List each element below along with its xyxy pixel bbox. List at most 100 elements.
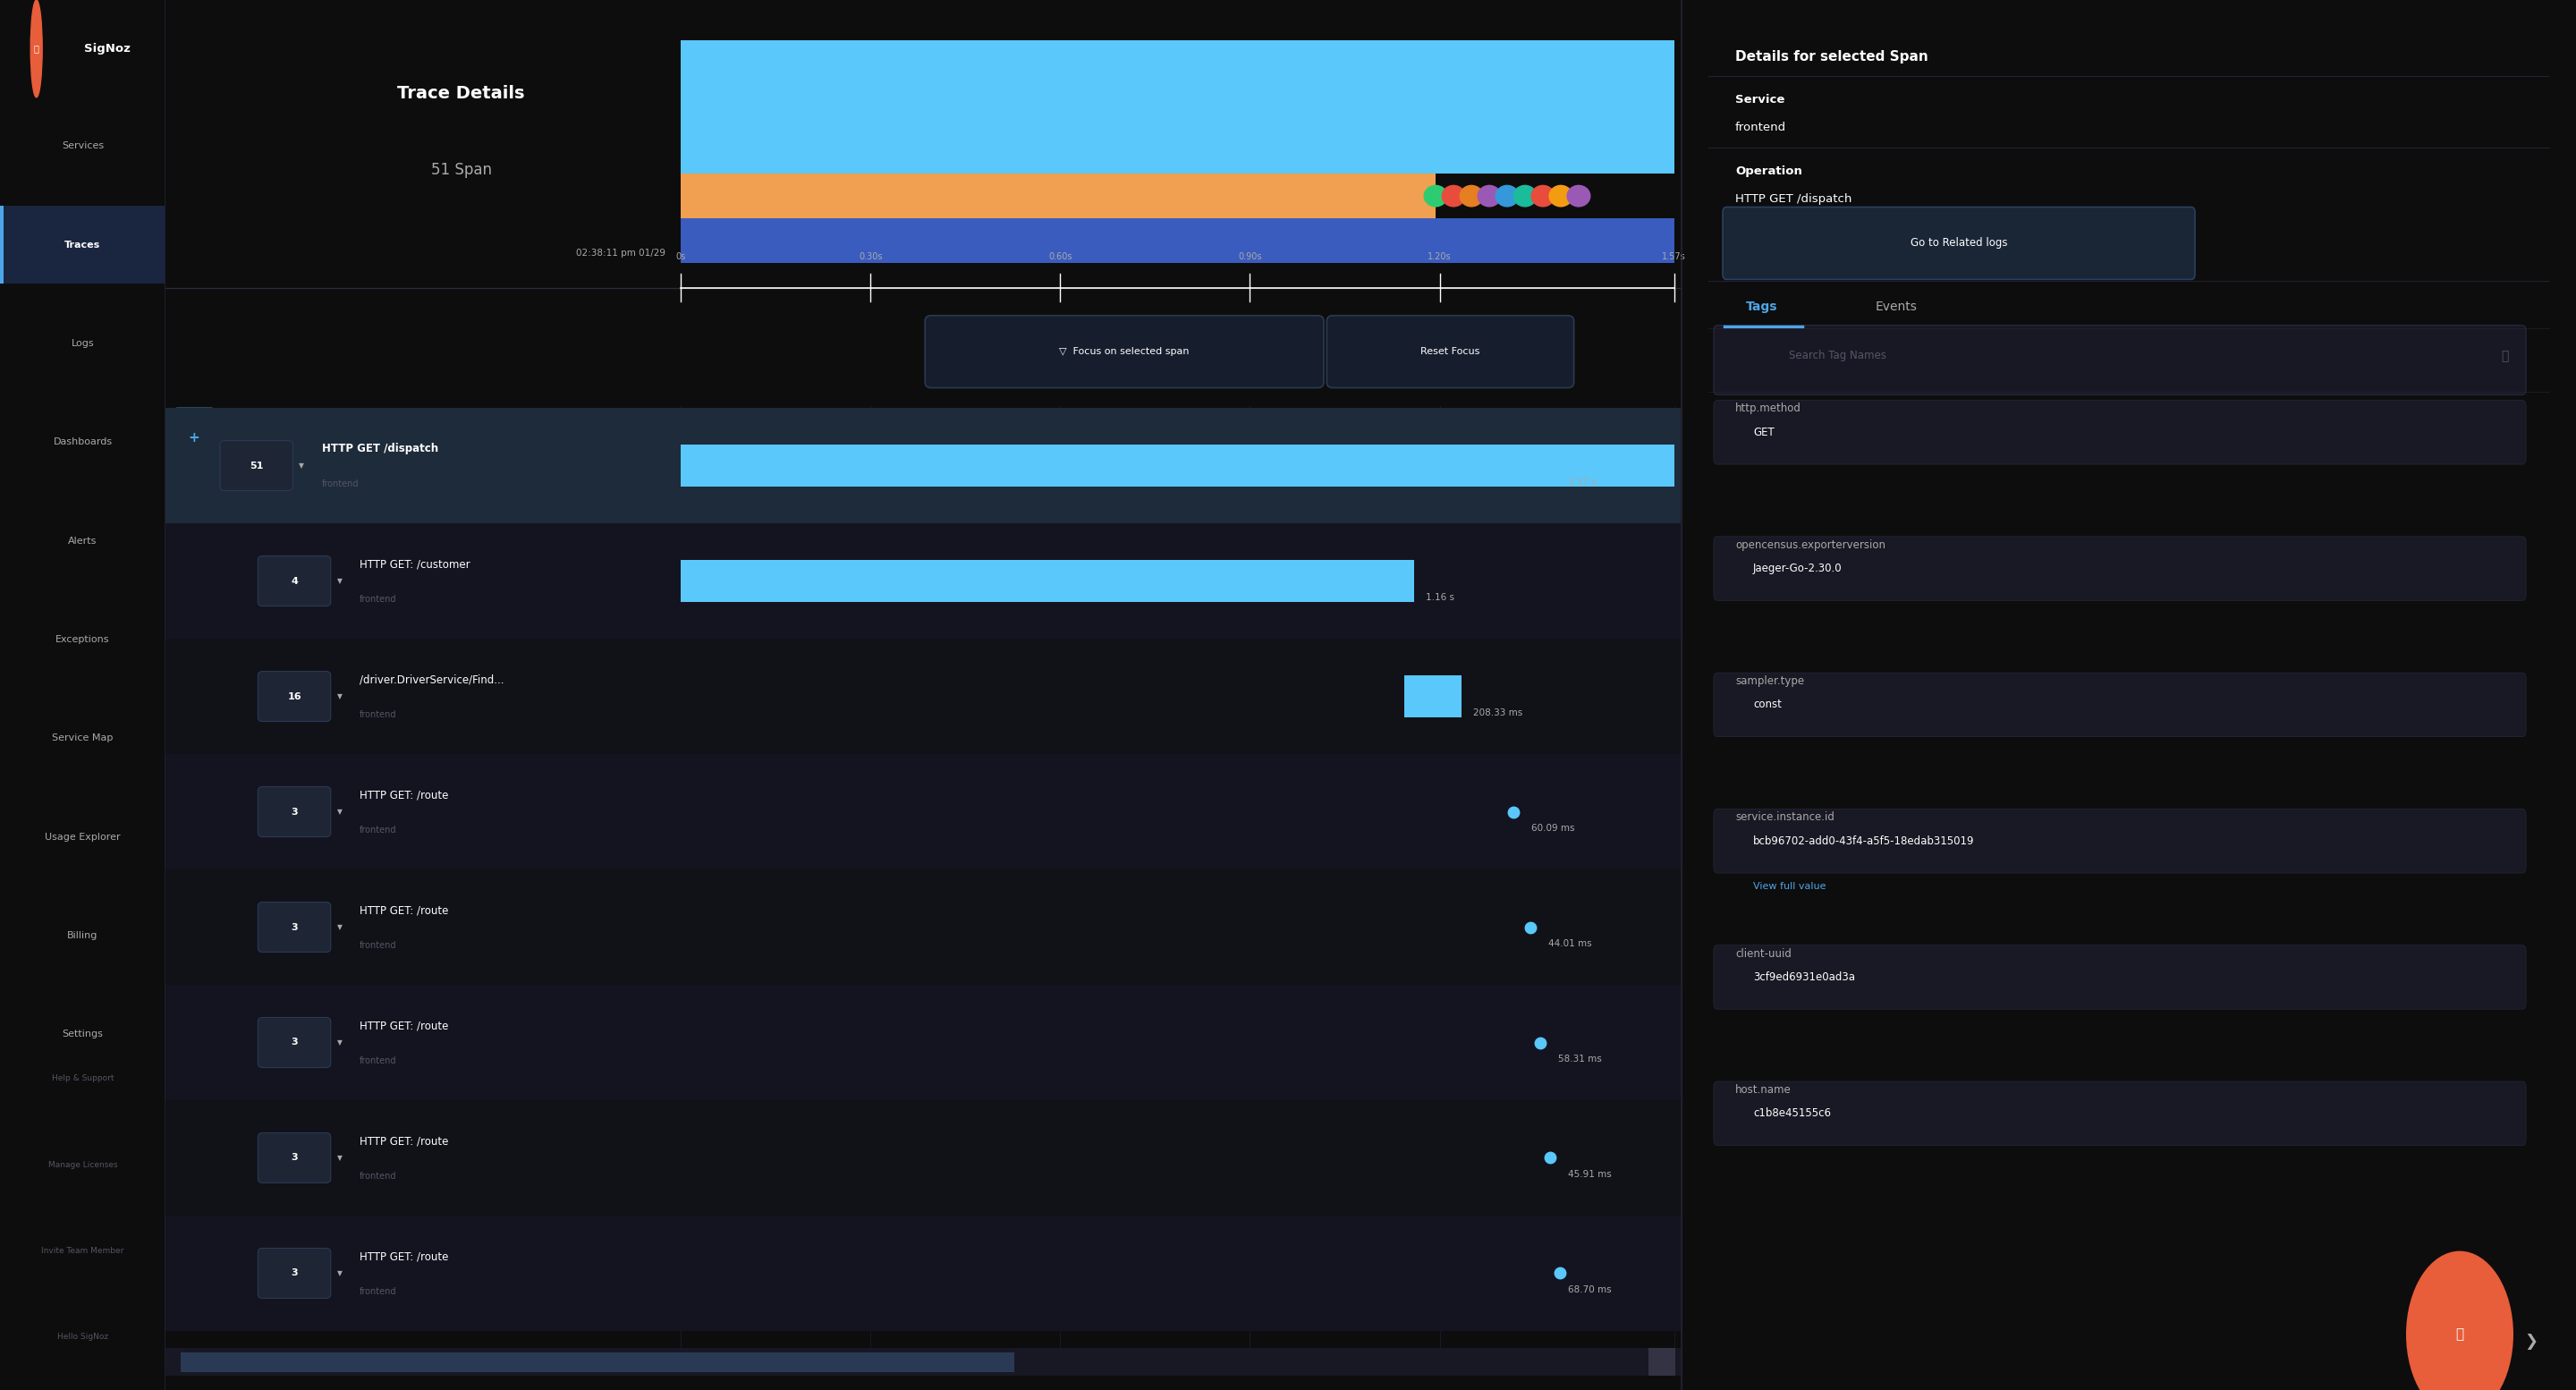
FancyBboxPatch shape: [1713, 809, 2527, 873]
Text: frontend: frontend: [361, 1172, 397, 1180]
Text: ▼: ▼: [337, 1154, 343, 1162]
Circle shape: [1548, 185, 1574, 207]
FancyBboxPatch shape: [219, 441, 294, 491]
Bar: [180, 1352, 1015, 1372]
Circle shape: [1476, 185, 1502, 207]
Text: c1b8e45155c6: c1b8e45155c6: [1754, 1108, 1832, 1119]
Bar: [165, 1101, 1682, 1215]
Circle shape: [1530, 185, 1556, 207]
Bar: [680, 40, 1674, 85]
Text: frontend: frontend: [361, 826, 397, 834]
Bar: [165, 984, 1682, 1101]
Circle shape: [31, 0, 41, 97]
Text: 3: 3: [291, 808, 299, 816]
Text: HTTP GET: /customer: HTTP GET: /customer: [361, 559, 469, 570]
Bar: [680, 445, 1674, 486]
Text: http.method: http.method: [1736, 403, 1801, 414]
Text: HTTP GET: /route: HTTP GET: /route: [361, 905, 448, 916]
Text: 0s: 0s: [675, 253, 685, 261]
Circle shape: [1443, 185, 1466, 207]
FancyBboxPatch shape: [1713, 537, 2527, 600]
Text: 💬: 💬: [2455, 1327, 2463, 1341]
Text: HTTP GET: /route: HTTP GET: /route: [361, 1136, 448, 1147]
FancyBboxPatch shape: [258, 902, 330, 952]
Text: Service: Service: [1736, 95, 1785, 106]
Text: frontend: frontend: [322, 480, 358, 488]
Text: bcb96702-add0-43f4-a5f5-18edab315019: bcb96702-add0-43f4-a5f5-18edab315019: [1754, 835, 1973, 847]
Text: ▼: ▼: [337, 923, 343, 931]
FancyBboxPatch shape: [1713, 673, 2527, 737]
FancyBboxPatch shape: [258, 671, 330, 721]
FancyBboxPatch shape: [1713, 945, 2527, 1009]
Circle shape: [1512, 185, 1538, 207]
Text: Details for selected Span: Details for selected Span: [1736, 50, 1929, 64]
Text: GET: GET: [1754, 427, 1775, 438]
Text: HTTP GET: /route: HTTP GET: /route: [361, 1020, 448, 1031]
FancyBboxPatch shape: [258, 556, 330, 606]
Text: 3: 3: [291, 1038, 299, 1047]
Text: ▼: ▼: [337, 692, 343, 701]
Text: 👁: 👁: [33, 44, 39, 53]
Circle shape: [1425, 185, 1448, 207]
Text: 0.30s: 0.30s: [858, 253, 884, 261]
Bar: [165, 409, 1682, 523]
Text: 45.91 ms: 45.91 ms: [1569, 1170, 1613, 1179]
Text: 51 Span: 51 Span: [430, 161, 492, 178]
Bar: [165, 870, 1682, 984]
Text: 0.90s: 0.90s: [1239, 253, 1262, 261]
Bar: [1649, 1348, 1674, 1376]
Text: 3cf9ed6931e0ad3a: 3cf9ed6931e0ad3a: [1754, 972, 1855, 983]
Text: 1.57s: 1.57s: [1662, 253, 1685, 261]
Text: 1.16 s: 1.16 s: [1427, 594, 1455, 602]
Bar: [680, 174, 1435, 218]
Text: frontend: frontend: [361, 941, 397, 949]
Text: ⌕: ⌕: [2501, 349, 2509, 363]
Text: 3: 3: [291, 1269, 299, 1277]
Text: 51: 51: [250, 461, 263, 470]
Text: Search Tag Names: Search Tag Names: [1788, 350, 1886, 361]
Text: service.instance.id: service.instance.id: [1736, 812, 1834, 823]
Text: 1.57 s: 1.57 s: [1569, 478, 1597, 486]
Text: HTTP GET: /route: HTTP GET: /route: [361, 790, 448, 801]
Text: frontend: frontend: [1736, 122, 1785, 133]
Text: Trace Details: Trace Details: [397, 85, 526, 101]
Text: Logs: Logs: [72, 339, 95, 348]
Text: ❯: ❯: [2524, 1333, 2537, 1350]
Text: ▼: ▼: [337, 577, 343, 585]
FancyBboxPatch shape: [1713, 325, 2527, 395]
Bar: [165, 1348, 1682, 1376]
Text: host.name: host.name: [1736, 1084, 1790, 1095]
Text: Events: Events: [1875, 300, 1917, 314]
Text: ▼: ▼: [337, 808, 343, 816]
Text: HTTP GET /dispatch: HTTP GET /dispatch: [1736, 193, 1852, 204]
Bar: [165, 1215, 1682, 1332]
Text: Manage Licenses: Manage Licenses: [49, 1161, 118, 1169]
FancyBboxPatch shape: [925, 316, 1324, 388]
FancyBboxPatch shape: [258, 787, 330, 837]
Text: SigNoz: SigNoz: [85, 43, 131, 54]
Text: frontend: frontend: [361, 595, 397, 603]
Text: opencensus.exporterversion: opencensus.exporterversion: [1736, 539, 1886, 550]
Text: 58.31 ms: 58.31 ms: [1558, 1055, 1602, 1063]
Text: Usage Explorer: Usage Explorer: [44, 833, 121, 841]
FancyBboxPatch shape: [258, 1133, 330, 1183]
Text: ▽  Focus on selected span: ▽ Focus on selected span: [1059, 348, 1190, 356]
Text: frontend: frontend: [361, 710, 397, 719]
Text: 44.01 ms: 44.01 ms: [1548, 940, 1592, 948]
Circle shape: [1494, 185, 1520, 207]
Text: 3: 3: [291, 923, 299, 931]
Text: ▼: ▼: [337, 1269, 343, 1277]
Text: Service Map: Service Map: [52, 734, 113, 742]
Text: Dashboards: Dashboards: [54, 438, 113, 446]
FancyBboxPatch shape: [258, 1017, 330, 1068]
Bar: [680, 85, 1674, 129]
Text: Jaeger-Go-2.30.0: Jaeger-Go-2.30.0: [1754, 563, 1842, 574]
Text: 68.70 ms: 68.70 ms: [1569, 1286, 1613, 1294]
Text: 60.09 ms: 60.09 ms: [1530, 824, 1574, 833]
Text: 16: 16: [289, 692, 301, 701]
Bar: [680, 560, 1414, 602]
Text: 3: 3: [291, 1154, 299, 1162]
Text: frontend: frontend: [361, 1056, 397, 1065]
Text: 4: 4: [291, 577, 299, 585]
Bar: [165, 753, 1682, 870]
